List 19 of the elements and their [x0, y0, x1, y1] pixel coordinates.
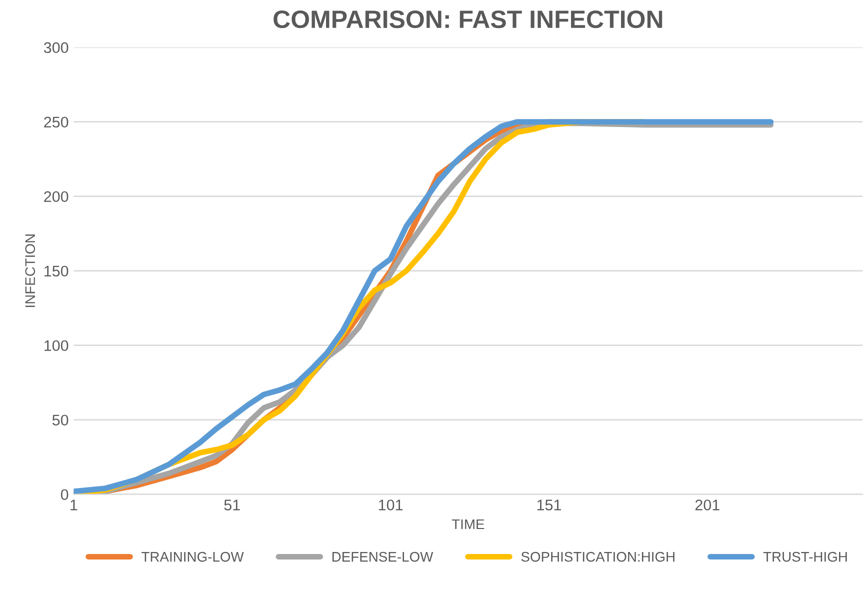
- x-tick-label: 151: [537, 500, 561, 510]
- y-tick-label: 0: [60, 489, 68, 500]
- x-axis-title: TIME: [452, 519, 484, 530]
- y-tick-label: 250: [44, 116, 68, 128]
- y-tick-label: 150: [44, 266, 68, 277]
- legend-label: TRUST-HIGH: [763, 552, 847, 562]
- legend-label: DEFENSE-LOW: [332, 552, 434, 562]
- y-tick-label: 50: [52, 414, 68, 426]
- x-tick-label: 1: [70, 500, 78, 510]
- y-tick-label: 300: [44, 42, 68, 54]
- chart-title: COMPARISON: FAST INFECTION: [274, 10, 662, 28]
- x-tick-label: 201: [695, 500, 720, 510]
- x-tick-label: 51: [224, 500, 240, 510]
- y-axis-title: INFECTION: [25, 234, 36, 307]
- x-tick-label: 101: [378, 500, 403, 510]
- y-tick-label: 100: [44, 340, 68, 352]
- y-tick-label: 200: [44, 191, 68, 202]
- legend-label: SOPHISTICATION:HIGH: [521, 552, 674, 562]
- legend-label: TRAINING-LOW: [142, 552, 244, 562]
